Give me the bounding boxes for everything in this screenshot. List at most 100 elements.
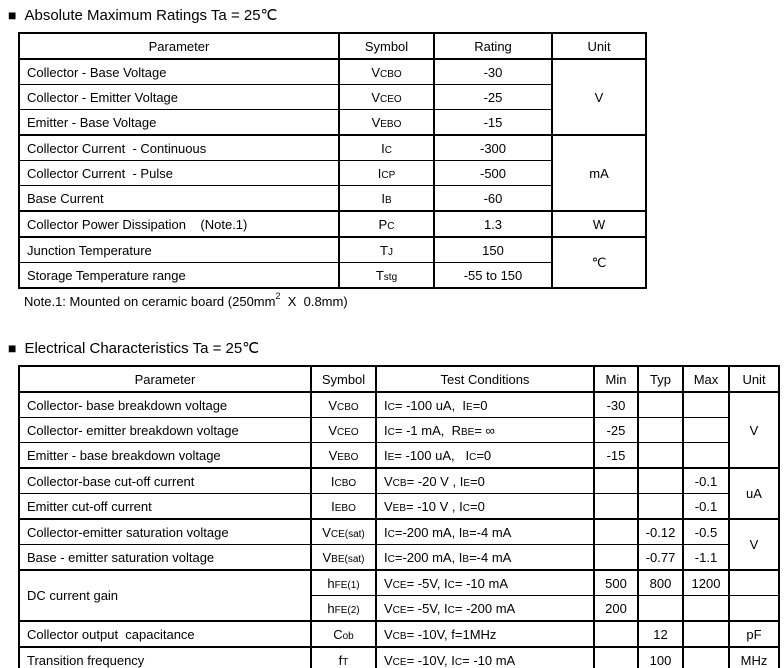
unit-cell: MHz xyxy=(728,646,780,668)
symbol-cell: VCE(sat) xyxy=(310,518,377,545)
note-text: Note.1: Mounted on ceramic board (250mm2… xyxy=(24,291,348,309)
table-row: Collector - Base Voltage VCBO -30 V xyxy=(18,58,647,136)
elec-table: Parameter Symbol Test Conditions Min Typ… xyxy=(18,365,780,668)
param-cell: Collector- emitter breakdown voltage xyxy=(18,417,312,443)
min-cell: 500 xyxy=(593,569,639,596)
symbol-cell: hFE(1) xyxy=(310,569,377,596)
param-cell: Emitter - Base Voltage xyxy=(18,109,340,136)
header-cell-min: Min xyxy=(593,365,639,393)
symbol-cell: IC xyxy=(338,134,435,161)
cond-cell: VCB= -10V, f=1MHz xyxy=(375,620,595,648)
header-cell-parameter: Parameter xyxy=(18,32,340,60)
cond-cell: IC= -1 mA, RBE= ∞ xyxy=(375,417,595,443)
square-bullet-icon: ■ xyxy=(8,340,17,356)
typ-cell xyxy=(637,493,684,520)
table-row: Collector Current - Pulse ICP -500 xyxy=(18,160,646,186)
rating-cell: 1.3 xyxy=(433,210,553,238)
header-row: Parameter Symbol Test Conditions Min Typ… xyxy=(18,365,780,393)
cond-cell: IC=-200 mA, IB=-4 mA xyxy=(375,544,595,571)
abs-max-table: Parameter Symbol Rating Unit Collector -… xyxy=(18,32,647,289)
max-cell: -0.1 xyxy=(682,467,730,494)
max-cell: -0.5 xyxy=(682,518,730,545)
table-row: Base - emitter saturation voltage VBE(sa… xyxy=(18,544,779,571)
abs-max-title: ■ Absolute Maximum Ratings Ta = 25℃ xyxy=(8,6,784,25)
square-bullet-icon: ■ xyxy=(8,7,17,23)
typ-cell: 800 xyxy=(637,569,684,596)
header-cell-rating: Rating xyxy=(433,32,553,60)
param-cell: Collector output capacitance xyxy=(18,620,312,648)
table-row: Collector- base breakdown voltage VCBO I… xyxy=(18,391,780,469)
max-cell: 1200 xyxy=(682,569,730,596)
symbol-cell: ICBO xyxy=(310,467,377,494)
param-cell: Collector-emitter saturation voltage xyxy=(18,518,312,545)
min-cell xyxy=(593,646,639,668)
table-row: Emitter - base breakdown voltage VEBO IE… xyxy=(18,442,779,469)
param-cell: Emitter - base breakdown voltage xyxy=(18,442,312,469)
elec-title-text: Electrical Characteristics Ta = 25℃ xyxy=(24,340,260,357)
min-cell xyxy=(593,493,639,520)
rating-cell: -300 xyxy=(433,134,553,161)
min-cell: -25 xyxy=(593,417,639,443)
symbol-cell: VCBO xyxy=(310,391,377,418)
typ-cell: 100 xyxy=(637,646,684,668)
unit-cell: pF xyxy=(728,620,780,648)
unit-cell xyxy=(728,569,780,596)
header-cell-unit: Unit xyxy=(728,365,780,393)
table-row: Collector - Emitter Voltage VCEO -25 xyxy=(18,84,646,110)
header-cell-typ: Typ xyxy=(637,365,684,393)
max-cell xyxy=(682,620,730,648)
symbol-cell: IEBO xyxy=(310,493,377,520)
param-cell: Collector Current - Pulse xyxy=(18,160,340,186)
rating-cell: -30 xyxy=(433,58,553,85)
param-cell: Transition frequency xyxy=(18,646,312,668)
symbol-cell: Tstg xyxy=(338,262,435,289)
unit-cell: V xyxy=(728,391,780,469)
rating-cell: -15 xyxy=(433,109,553,136)
rating-cell: -55 to 150 xyxy=(433,262,553,289)
symbol-cell: VCEO xyxy=(338,84,435,110)
header-cell-symbol: Symbol xyxy=(310,365,377,393)
header-cell-unit: Unit xyxy=(551,32,647,60)
symbol-cell: VCEO xyxy=(310,417,377,443)
max-cell xyxy=(682,442,730,469)
unit-cell: uA xyxy=(728,467,780,520)
param-cell: Collector Power Dissipation (Note.1) xyxy=(18,210,340,238)
cond-cell: IC= -100 uA, IE=0 xyxy=(375,391,595,418)
symbol-cell: hFE(2) xyxy=(310,595,377,622)
table-row: DC current gain hFE(1) VCE= -5V, IC= -10… xyxy=(18,569,780,622)
min-cell xyxy=(593,467,639,494)
param-cell: Collector-base cut-off current xyxy=(18,467,312,494)
typ-cell: -0.77 xyxy=(637,544,684,571)
table-row: Collector Current - Continuous IC -300 m… xyxy=(18,134,647,212)
param-cell: Base - emitter saturation voltage xyxy=(18,544,312,571)
typ-cell xyxy=(637,442,684,469)
unit-cell: V xyxy=(728,518,780,571)
table-row: Transition frequency fT VCE= -10V, IC= -… xyxy=(18,646,780,668)
header-cell-symbol: Symbol xyxy=(338,32,435,60)
rating-cell: 150 xyxy=(433,236,553,263)
max-cell xyxy=(682,391,730,418)
min-cell xyxy=(593,518,639,545)
param-cell: DC current gain xyxy=(18,569,312,622)
abs-max-title-text: Absolute Maximum Ratings Ta = 25℃ xyxy=(24,7,278,24)
header-cell-max: Max xyxy=(682,365,730,393)
param-cell: Collector- base breakdown voltage xyxy=(18,391,312,418)
min-cell xyxy=(593,620,639,648)
header-cell-parameter: Parameter xyxy=(18,365,312,393)
table-row: Collector Power Dissipation (Note.1) PC … xyxy=(18,210,647,238)
unit-cell: ℃ xyxy=(551,236,647,289)
cond-cell: VCE= -5V, IC= -10 mA xyxy=(375,569,595,596)
symbol-cell: IB xyxy=(338,185,435,212)
min-cell: -30 xyxy=(593,391,639,418)
table-row: Collector output capacitance Cob VCB= -1… xyxy=(18,620,780,648)
table-row: Collector- emitter breakdown voltage VCE… xyxy=(18,417,779,443)
cond-cell: VCE= -5V, IC= -200 mA xyxy=(375,595,595,622)
param-cell: Storage Temperature range xyxy=(18,262,340,289)
table-row: Emitter cut-off current IEBO VEB= -10 V … xyxy=(18,493,779,520)
param-cell: Collector - Base Voltage xyxy=(18,58,340,85)
param-cell: Collector Current - Continuous xyxy=(18,134,340,161)
typ-cell: -0.12 xyxy=(637,518,684,545)
elec-title: ■ Electrical Characteristics Ta = 25℃ xyxy=(8,339,784,358)
datasheet-page: ■ Absolute Maximum Ratings Ta = 25℃ Param… xyxy=(0,6,784,668)
max-cell xyxy=(682,595,730,622)
